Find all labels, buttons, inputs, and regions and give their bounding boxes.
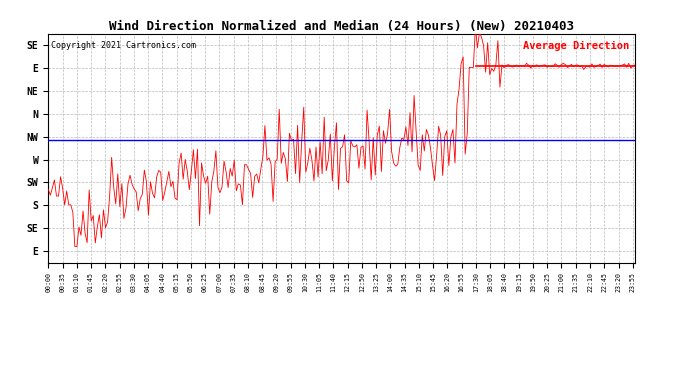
Text: Copyright 2021 Cartronics.com: Copyright 2021 Cartronics.com <box>51 40 196 50</box>
Title: Wind Direction Normalized and Median (24 Hours) (New) 20210403: Wind Direction Normalized and Median (24… <box>109 20 574 33</box>
Text: Average Direction: Average Direction <box>523 40 629 51</box>
